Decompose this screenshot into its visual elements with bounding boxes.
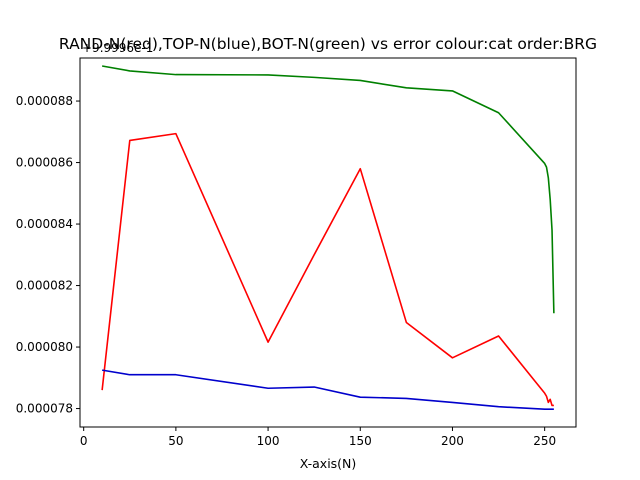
x-tick-label: 50	[168, 434, 183, 448]
plot-frame	[79, 57, 577, 428]
series-layer	[101, 65, 555, 410]
x-tick-label: 200	[441, 434, 464, 448]
x-tick-label: 0	[80, 434, 88, 448]
y-axis-ticks: 0.000078 0.000080 0.000082 0.000084 0.000086…	[16, 94, 80, 416]
series-line-2	[101, 65, 555, 314]
x-tick-label: 250	[533, 434, 556, 448]
y-tick-label: 0.000080	[16, 340, 73, 354]
y-tick-label: 0.000084	[16, 217, 73, 231]
series-line-0	[101, 132, 554, 407]
plot-area	[80, 58, 576, 427]
x-axis-ticks: 0 50 100 150 200 250	[80, 427, 556, 448]
x-tick-label: 150	[349, 434, 372, 448]
y-tick-label: 0.000078	[16, 402, 73, 416]
chart-title: RAND-N(red),TOP-N(blue),BOT-N(green) vs …	[59, 35, 597, 53]
x-tick-label: 100	[257, 434, 280, 448]
y-offset-label: +9.9996e-1	[82, 41, 153, 55]
x-axis-label: X-axis(N)	[300, 456, 357, 471]
y-tick-label: 0.000082	[16, 279, 73, 293]
series-line-1	[101, 369, 554, 410]
y-tick-label: 0.000088	[16, 94, 73, 108]
y-tick-label: 0.000086	[16, 156, 73, 170]
